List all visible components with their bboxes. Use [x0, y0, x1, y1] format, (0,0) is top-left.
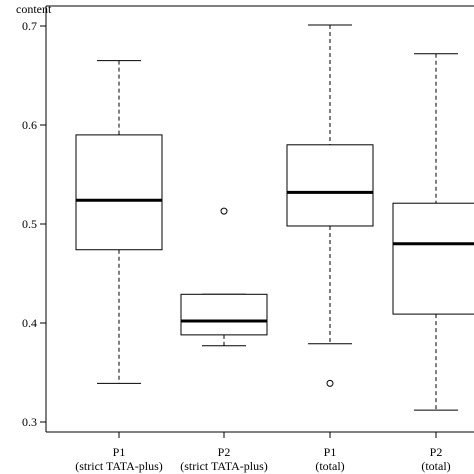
x-tick-label: P2: [430, 445, 443, 459]
box-iqr: [180, 293, 268, 336]
y-tick-label: 0.4: [22, 316, 37, 330]
x-tick-sublabel: (strict TATA-plus): [75, 459, 163, 473]
y-tick-label: 0.7: [22, 19, 37, 33]
y-axis-label: content: [16, 2, 52, 16]
x-tick-label: P1: [324, 445, 337, 459]
outlier-point: [326, 379, 334, 387]
outlier-point: [220, 207, 228, 215]
box-group: [180, 207, 268, 347]
x-tick-sublabel: (strict TATA-plus): [180, 459, 268, 473]
box-group: [75, 60, 163, 384]
box-iqr: [286, 144, 374, 227]
y-tick-label: 0.5: [22, 217, 37, 231]
x-tick-label: P2: [218, 445, 231, 459]
y-tick-label: 0.3: [22, 415, 37, 429]
box-group: [286, 24, 374, 387]
axes: 0.30.40.50.60.7P1(strict TATA-plus)P2(st…: [22, 5, 474, 473]
box-group: [392, 53, 474, 411]
x-tick-sublabel: (total): [421, 459, 450, 473]
plot-area: [75, 24, 474, 411]
x-tick-sublabel: (total): [315, 459, 344, 473]
box-iqr: [392, 202, 474, 315]
box-iqr: [75, 134, 163, 251]
x-tick-label: P1: [113, 445, 126, 459]
y-tick-label: 0.6: [22, 118, 37, 132]
